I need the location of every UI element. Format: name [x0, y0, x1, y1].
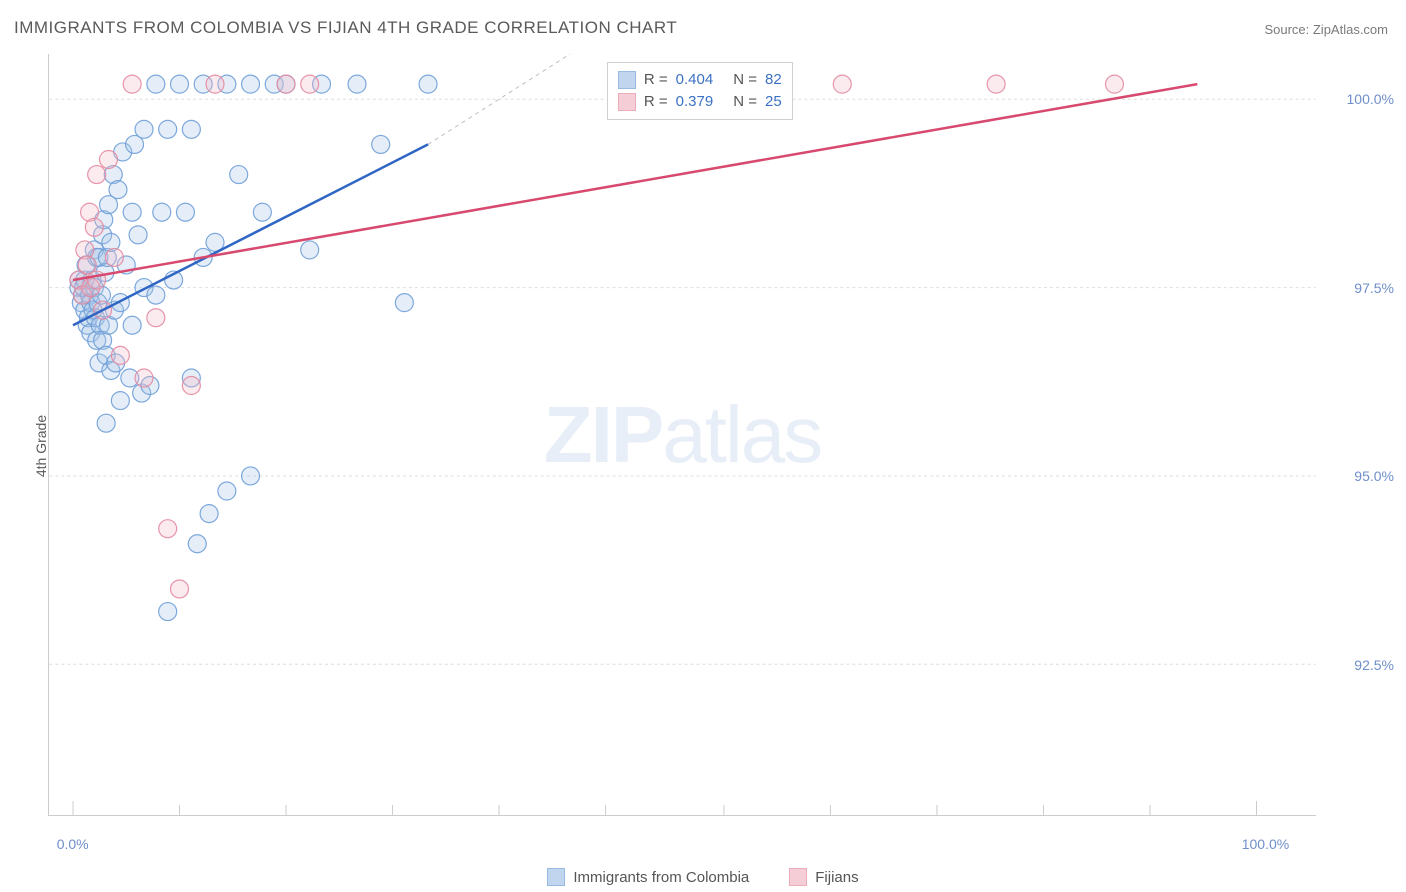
legend-correlation-row: R = 0.404 N = 82: [618, 69, 782, 91]
y-tick-label: 97.5%: [1354, 280, 1394, 296]
legend-series-item: Immigrants from Colombia: [547, 868, 749, 886]
data-point: [301, 241, 319, 259]
legend-swatch: [618, 93, 636, 111]
source-prefix: Source:: [1264, 22, 1312, 37]
legend-swatch: [547, 868, 565, 886]
data-point: [147, 286, 165, 304]
data-point: [111, 294, 129, 312]
legend-n-value: 25: [765, 91, 782, 113]
legend-r-label: R =: [644, 69, 668, 91]
data-point: [111, 392, 129, 410]
data-point: [97, 414, 115, 432]
data-point: [88, 166, 106, 184]
legend-r-label: R =: [644, 91, 668, 113]
data-point: [105, 248, 123, 266]
data-point: [372, 135, 390, 153]
legend-correlation: R = 0.404 N = 82 R = 0.379 N = 25: [607, 62, 793, 120]
data-point: [230, 166, 248, 184]
source-site: ZipAtlas.com: [1313, 22, 1388, 37]
x-tick-label: 100.0%: [1242, 836, 1289, 852]
x-tick-label: 0.0%: [57, 836, 89, 852]
legend-correlation-row: R = 0.379 N = 25: [618, 91, 782, 113]
data-point: [182, 377, 200, 395]
legend-n-label: N =: [733, 91, 757, 113]
data-point: [85, 218, 103, 236]
legend-swatch: [789, 868, 807, 886]
data-point: [253, 203, 271, 221]
data-point: [100, 150, 118, 168]
data-point: [277, 75, 295, 93]
data-point: [200, 505, 218, 523]
chart-source: Source: ZipAtlas.com: [1264, 22, 1388, 37]
data-point: [129, 226, 147, 244]
legend-n-value: 82: [765, 69, 782, 91]
data-point: [1105, 75, 1123, 93]
trendline: [73, 144, 428, 325]
data-point: [159, 603, 177, 621]
plot-area: ZIPatlas R = 0.404N = 82R = 0.379N = 25: [48, 54, 1316, 816]
data-point: [348, 75, 366, 93]
data-point: [135, 369, 153, 387]
legend-series-name: Fijians: [815, 869, 858, 886]
data-point: [171, 580, 189, 598]
data-point: [135, 120, 153, 138]
legend-n-label: N =: [733, 69, 757, 91]
data-point: [153, 203, 171, 221]
data-point: [833, 75, 851, 93]
data-point: [395, 294, 413, 312]
data-point: [182, 120, 200, 138]
legend-r-value: 0.404: [676, 69, 714, 91]
data-point: [123, 203, 141, 221]
data-point: [147, 309, 165, 327]
legend-swatch: [618, 71, 636, 89]
data-point: [987, 75, 1005, 93]
data-point: [171, 75, 189, 93]
data-point: [176, 203, 194, 221]
data-point: [242, 467, 260, 485]
y-axis-label: 4th Grade: [33, 415, 49, 477]
legend-series-name: Immigrants from Colombia: [573, 869, 749, 886]
chart-title: IMMIGRANTS FROM COLOMBIA VS FIJIAN 4TH G…: [14, 18, 677, 38]
y-tick-label: 92.5%: [1354, 657, 1394, 673]
data-point: [218, 482, 236, 500]
data-point: [123, 75, 141, 93]
data-point: [301, 75, 319, 93]
data-point: [419, 75, 437, 93]
chart-svg: [49, 54, 1316, 815]
y-tick-label: 100.0%: [1347, 91, 1394, 107]
y-tick-label: 95.0%: [1354, 468, 1394, 484]
legend-series-item: Fijians: [789, 868, 858, 886]
data-point: [159, 520, 177, 538]
data-point: [111, 346, 129, 364]
legend-r-value: 0.379: [676, 91, 714, 113]
data-point: [123, 316, 141, 334]
data-point: [242, 75, 260, 93]
legend-series: Immigrants from Colombia Fijians: [0, 868, 1406, 886]
data-point: [206, 75, 224, 93]
data-point: [147, 75, 165, 93]
chart-container: IMMIGRANTS FROM COLOMBIA VS FIJIAN 4TH G…: [0, 0, 1406, 892]
data-point: [188, 535, 206, 553]
data-point: [159, 120, 177, 138]
data-point: [109, 181, 127, 199]
